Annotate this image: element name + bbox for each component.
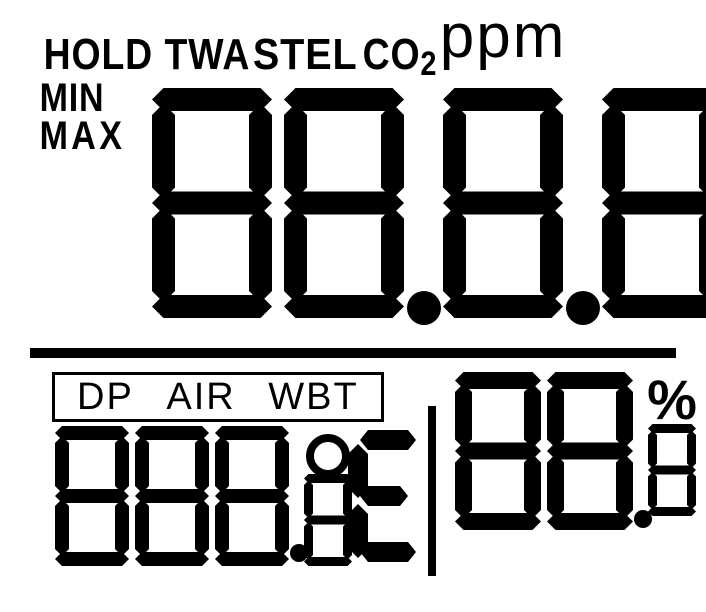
co2-digit-3 xyxy=(598,88,706,318)
temp-digit-0 xyxy=(52,426,132,566)
temp-digit-2 xyxy=(212,426,292,566)
temp-frac-digit xyxy=(302,474,354,566)
temp-digit-1 xyxy=(132,426,212,566)
hold-indicator: HOLD xyxy=(44,30,153,80)
temperature-block: DP AIR WBT xyxy=(52,372,418,566)
co2-digit-1 xyxy=(280,88,408,318)
humidity-block: % xyxy=(452,372,698,530)
co2-subscript: 2 xyxy=(420,45,437,83)
hum-digit-1 xyxy=(544,372,636,530)
degree-icon xyxy=(306,434,350,478)
decimal-point-icon xyxy=(407,291,441,325)
twa-indicator: TWA xyxy=(164,30,250,80)
percent-icon: % xyxy=(647,372,697,428)
co2-readout xyxy=(148,88,706,323)
co2-digit-0 xyxy=(148,88,276,318)
mode-dp: DP xyxy=(77,376,134,418)
ppm-indicator: ppm xyxy=(440,1,567,72)
lcd-panel: { "annunciators": { "hold": "HOLD", "twa… xyxy=(0,0,706,612)
hum-digit-0 xyxy=(452,372,544,530)
mode-air: AIR xyxy=(166,376,235,418)
temp-mode-box: DP AIR WBT xyxy=(52,372,384,422)
degree-unit-stack xyxy=(302,434,354,566)
stel-indicator: STEL xyxy=(253,30,358,80)
co2-digit-2 xyxy=(439,88,567,318)
horizontal-divider xyxy=(30,348,676,358)
mode-wbt: WBT xyxy=(268,376,358,418)
max-indicator: MAX xyxy=(40,116,126,156)
decimal-point-icon xyxy=(566,291,600,325)
co2-indicator: CO2 xyxy=(362,30,437,80)
hum-frac-digit xyxy=(646,424,698,516)
annunciator-row: HOLD TWA STEL CO2 ppm xyxy=(34,20,686,80)
co2-label: CO xyxy=(362,30,420,79)
humidity-readout xyxy=(452,372,650,530)
temperature-readout xyxy=(52,426,418,566)
min-indicator: MIN xyxy=(40,78,126,118)
minmax-indicator: MIN MAX xyxy=(32,78,133,156)
percent-stack: % xyxy=(646,372,698,516)
vertical-divider xyxy=(428,406,436,576)
temp-unit-glyph xyxy=(348,426,418,566)
